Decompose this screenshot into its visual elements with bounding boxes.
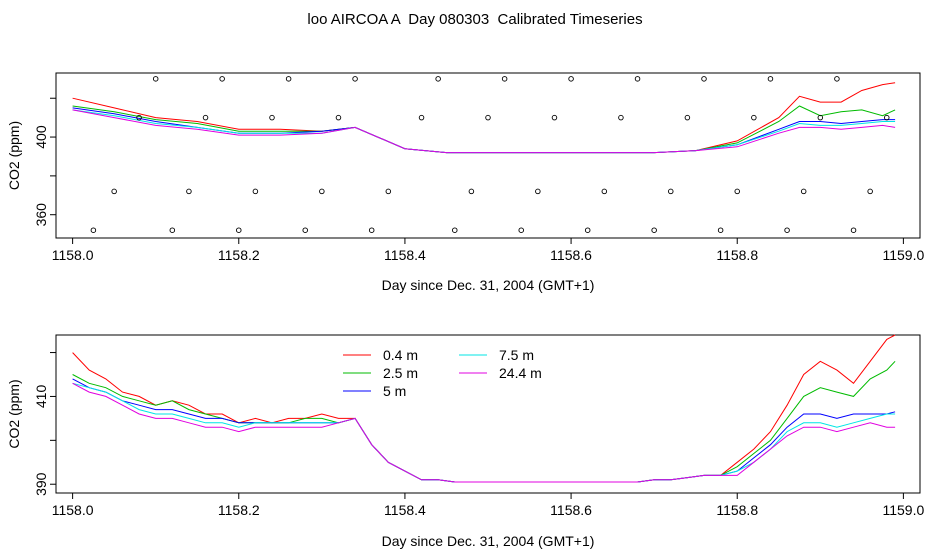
data-point: [568, 76, 574, 82]
data-point: [850, 227, 857, 233]
series-line-7-5-m: [72, 382, 896, 483]
page-title: loo AIRCOA A Day 080303 Calibrated Times…: [307, 11, 643, 28]
y-tick-label: 400: [33, 125, 49, 149]
data-point: [111, 188, 117, 195]
y-axis-label: CO2 (ppm): [6, 379, 22, 448]
legend-label: 5 m: [383, 383, 406, 399]
plot-frame: [55, 334, 921, 494]
x-axis-label: Day since Dec. 31, 2004 (GMT+1): [382, 277, 595, 293]
y-tick-label: 390: [33, 472, 49, 496]
y-tick-label: 360: [33, 203, 49, 227]
data-point: [867, 188, 873, 195]
series-line-7-5-m: [72, 109, 896, 154]
top-chart-panel: 1158.0 1158.2 1158.4 1158.6 1158.8 1159.0 360 4…: [6, 72, 924, 293]
y-axis-label: CO2 (ppm): [6, 121, 22, 190]
data-point: [684, 114, 691, 121]
data-point: [651, 227, 657, 233]
y-tick-label: 410: [33, 385, 49, 409]
x-tick-label: 1158.4: [384, 247, 426, 263]
data-point: [335, 114, 342, 121]
data-point: [452, 227, 458, 233]
data-point: [734, 188, 740, 195]
x-tick-label: 1159.0: [882, 502, 924, 518]
data-point: [152, 76, 159, 82]
data-point: [269, 114, 275, 121]
data-point: [751, 114, 757, 121]
series-line-5-m: [72, 107, 896, 154]
data-point: [202, 114, 209, 121]
bottom-chart-panel: 1158.0 1158.2 1158.4 1158.6 1158.8 1159.0 390 4…: [6, 334, 924, 549]
legend-label: 0.4 m: [383, 347, 418, 363]
data-point: [236, 227, 242, 233]
data-point: [90, 227, 97, 233]
x-tick-label: 1158.6: [550, 502, 592, 518]
x-tick-label: 1158.8: [716, 502, 758, 518]
data-point: [169, 227, 176, 233]
data-point: [468, 188, 475, 195]
data-point: [485, 114, 491, 121]
x-tick-label: 1159.0: [882, 247, 924, 263]
data-point: [385, 188, 392, 195]
legend-label: 24.4 m: [499, 365, 542, 381]
series-line-0-4-m: [72, 334, 896, 483]
data-point: [834, 76, 840, 82]
series-line-2-5-m: [72, 360, 896, 483]
data-point: [368, 227, 375, 233]
series-line-24-4-m: [72, 109, 896, 154]
legend-label: 2.5 m: [383, 365, 418, 381]
data-point: [302, 227, 308, 233]
legend: 0.4 m 2.5 m 5 m 7.5 m 24.4 m: [343, 347, 542, 399]
data-point: [634, 76, 641, 82]
series-line-24-4-m: [72, 382, 896, 483]
data-point: [501, 76, 508, 82]
x-tick-label: 1158.2: [218, 247, 260, 263]
x-axis-label: Day since Dec. 31, 2004 (GMT+1): [382, 533, 595, 549]
data-point: [800, 188, 807, 195]
x-tick-label: 1158.0: [52, 247, 94, 263]
data-point: [418, 114, 425, 121]
data-point: [584, 227, 591, 233]
data-point: [668, 188, 674, 195]
data-point: [219, 76, 225, 82]
data-point: [319, 188, 325, 195]
data-point: [136, 114, 142, 121]
data-point: [701, 76, 707, 82]
data-point: [285, 76, 292, 82]
plot-frame: [55, 72, 921, 239]
data-point: [884, 114, 890, 121]
x-tick-label: 1158.2: [218, 502, 260, 518]
data-point: [551, 114, 558, 121]
x-tick-label: 1158.0: [52, 502, 94, 518]
legend-label: 7.5 m: [499, 347, 534, 363]
data-point: [717, 227, 724, 233]
data-point: [817, 114, 824, 121]
data-point: [435, 76, 441, 82]
series-line-0-4-m: [72, 82, 896, 154]
x-tick-label: 1158.8: [716, 247, 758, 263]
data-point: [352, 76, 358, 82]
x-tick-label: 1158.6: [550, 247, 592, 263]
data-point: [767, 76, 774, 82]
data-point: [518, 227, 524, 233]
data-point: [252, 188, 259, 195]
data-point: [186, 188, 192, 195]
data-point: [784, 227, 790, 233]
data-point: [535, 188, 541, 195]
x-tick-label: 1158.4: [384, 502, 426, 518]
data-point: [618, 114, 624, 121]
data-point: [601, 188, 608, 195]
